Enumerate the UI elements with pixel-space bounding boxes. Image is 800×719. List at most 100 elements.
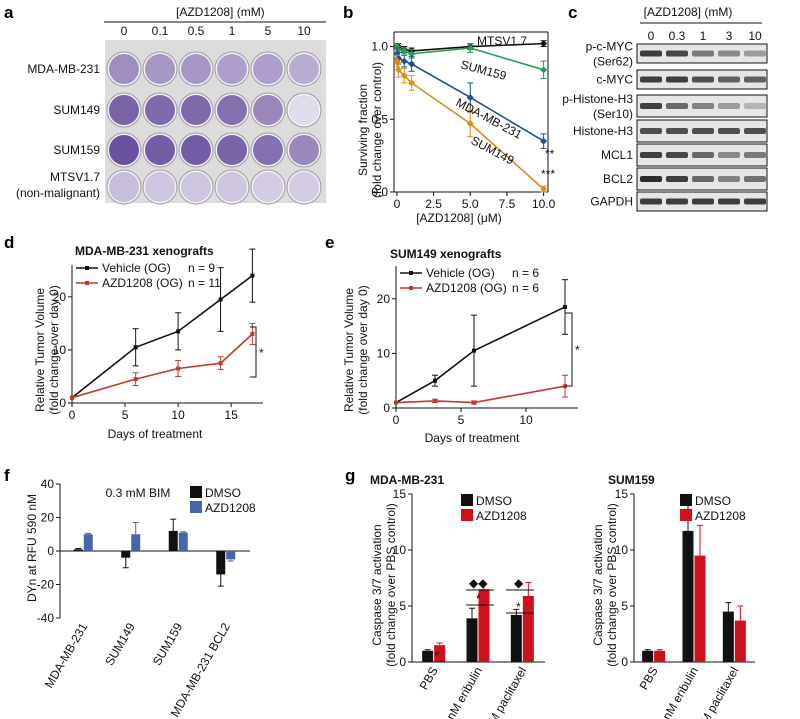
b-x-tick-label: 0: [394, 197, 401, 211]
panel-a-conc-label: 5: [265, 24, 272, 38]
panel-a-well-stain: [109, 54, 139, 84]
panel-a-well-stain: [217, 54, 247, 84]
b-data-point: [540, 185, 548, 193]
panel-a-well-stain: [217, 172, 247, 202]
f-bar: [178, 532, 188, 551]
panel-c-band: [744, 103, 766, 109]
g1-bar: [522, 595, 534, 662]
panel-c-header: [AZD1208] (mM): [644, 5, 733, 19]
e-series-line: [395, 306, 566, 404]
panel-c-band: [718, 198, 740, 205]
f-bar: [226, 551, 236, 560]
panel-a-well-stain: [145, 172, 175, 202]
panel-c-conc-label: 1: [700, 29, 707, 43]
g2-legend-swatch: [680, 509, 692, 521]
panel-a-well-stain: [253, 135, 283, 165]
panel-e-xenograft-chart: SUM149 xenografts 0 5 10 0 10 20 Vehicle (OG)…: [342, 247, 580, 445]
panel-c-band: [718, 176, 740, 182]
e-ylabel-2: (fold change over day 0): [356, 285, 370, 414]
panel-c-band: [666, 128, 688, 134]
d-data-point: [218, 297, 223, 302]
g1-bar: [478, 589, 490, 662]
panel-a-well: [178, 169, 214, 205]
f-category-label: SUM149: [102, 620, 138, 668]
b-xlabel: [AZD1208] (μM): [416, 211, 502, 225]
panel-a-well-stain: [289, 95, 319, 125]
d-legend-marker: [85, 266, 89, 270]
panel-a-row-label: MDA-MB-231: [27, 62, 100, 76]
f-y-tick-label: -40: [37, 611, 55, 625]
panel-a-well-stain: [181, 135, 211, 165]
panel-letter-a: a: [4, 3, 14, 22]
panel-a-well-stain: [289, 135, 319, 165]
f-legend-swatch: [190, 501, 202, 513]
panel-c-band: [718, 152, 740, 158]
panel-a-row-sublabel: (non-malignant): [16, 186, 100, 200]
panel-c-blot-sublabel: (Ser10): [593, 107, 633, 121]
panel-c-blot-label: BCL2: [603, 172, 633, 186]
g1-category-label: 2 nM eribulin: [439, 665, 485, 719]
e-sig-bracket: [565, 312, 573, 387]
g1-diamond-1: ◆◆: [469, 576, 488, 590]
g1-sig-3: *: [516, 600, 521, 614]
panel-c-blot-frame: [636, 94, 768, 118]
panel-c-band: [718, 103, 740, 109]
panel-letter-d: d: [4, 233, 14, 252]
b-data-point: [466, 44, 474, 52]
f-category-label: SUM159: [150, 620, 186, 668]
d-data-point: [133, 377, 138, 382]
b-line-label-sum159: SUM159: [459, 57, 508, 83]
b-x-tick-label: 2.5: [425, 197, 442, 211]
g2-y-tick-label: 10: [615, 543, 629, 557]
b-line-label-sum149: SUM149: [469, 133, 517, 167]
panel-c-band: [744, 176, 766, 182]
panel-letter-f: f: [4, 466, 10, 485]
panel-c-blot-sublabel: (Ser62): [593, 55, 633, 69]
d-data-point: [218, 361, 223, 366]
g2-bar: [642, 650, 654, 662]
d-series-line: [71, 333, 253, 399]
panel-c-blot-label: GAPDH: [590, 195, 633, 209]
d-sig: *: [259, 346, 264, 360]
e-data-point: [394, 400, 398, 405]
b-data-point: [466, 120, 474, 128]
panel-a-well: [214, 51, 250, 87]
b-data-point: [540, 40, 548, 48]
panel-a-well: [106, 169, 142, 205]
panel-c-band: [692, 198, 714, 205]
e-legend-n: n = 6: [512, 281, 539, 295]
e-data-point: [563, 304, 567, 309]
panel-a-well-stain: [109, 172, 139, 202]
g1-diamond-2: ◆: [514, 576, 524, 590]
f-bar: [131, 534, 141, 551]
g2-y-tick-label: 5: [621, 599, 628, 613]
d-legend-label: AZD1208 (OG): [102, 276, 183, 290]
d-data-point: [250, 332, 255, 336]
f-legend-label: AZD1208: [205, 501, 256, 515]
b-line-label-mtsv: MTSV1.7: [477, 34, 527, 48]
panel-a-well-stain: [181, 54, 211, 84]
panel-c-band: [666, 152, 688, 158]
panel-a-row-label: MTSV1.7: [50, 170, 100, 184]
d-sig-bracket: [250, 326, 257, 378]
panel-a-row-label: SUM149: [53, 103, 100, 117]
f-y-tick-label: 20: [41, 511, 55, 525]
g1-ylabel: Caspase 3/7 activation: [370, 524, 384, 645]
panel-a-well-stain: [217, 135, 247, 165]
f-bar: [83, 534, 93, 551]
panel-c-band: [744, 50, 766, 57]
panel-a-well: [286, 51, 322, 87]
panel-a-conc-label: 0.5: [188, 24, 205, 38]
e-data-point: [472, 348, 476, 353]
g1-y-tick-label: 0: [399, 655, 406, 669]
d-xlabel: Days of treatment: [108, 427, 203, 441]
e-ylabel: Relative Tumor Volume: [342, 288, 356, 412]
panel-a-well-stain: [109, 95, 139, 125]
b-data-point: [400, 72, 408, 80]
panel-c-band: [744, 128, 766, 134]
panel-a-conc-label: 10: [297, 24, 311, 38]
d-x-tick-label: 0: [69, 408, 76, 422]
g1-sig-1: *: [434, 649, 439, 663]
g1-legend-label: DMSO: [476, 494, 512, 508]
g2-y-tick-label: 15: [615, 487, 629, 501]
